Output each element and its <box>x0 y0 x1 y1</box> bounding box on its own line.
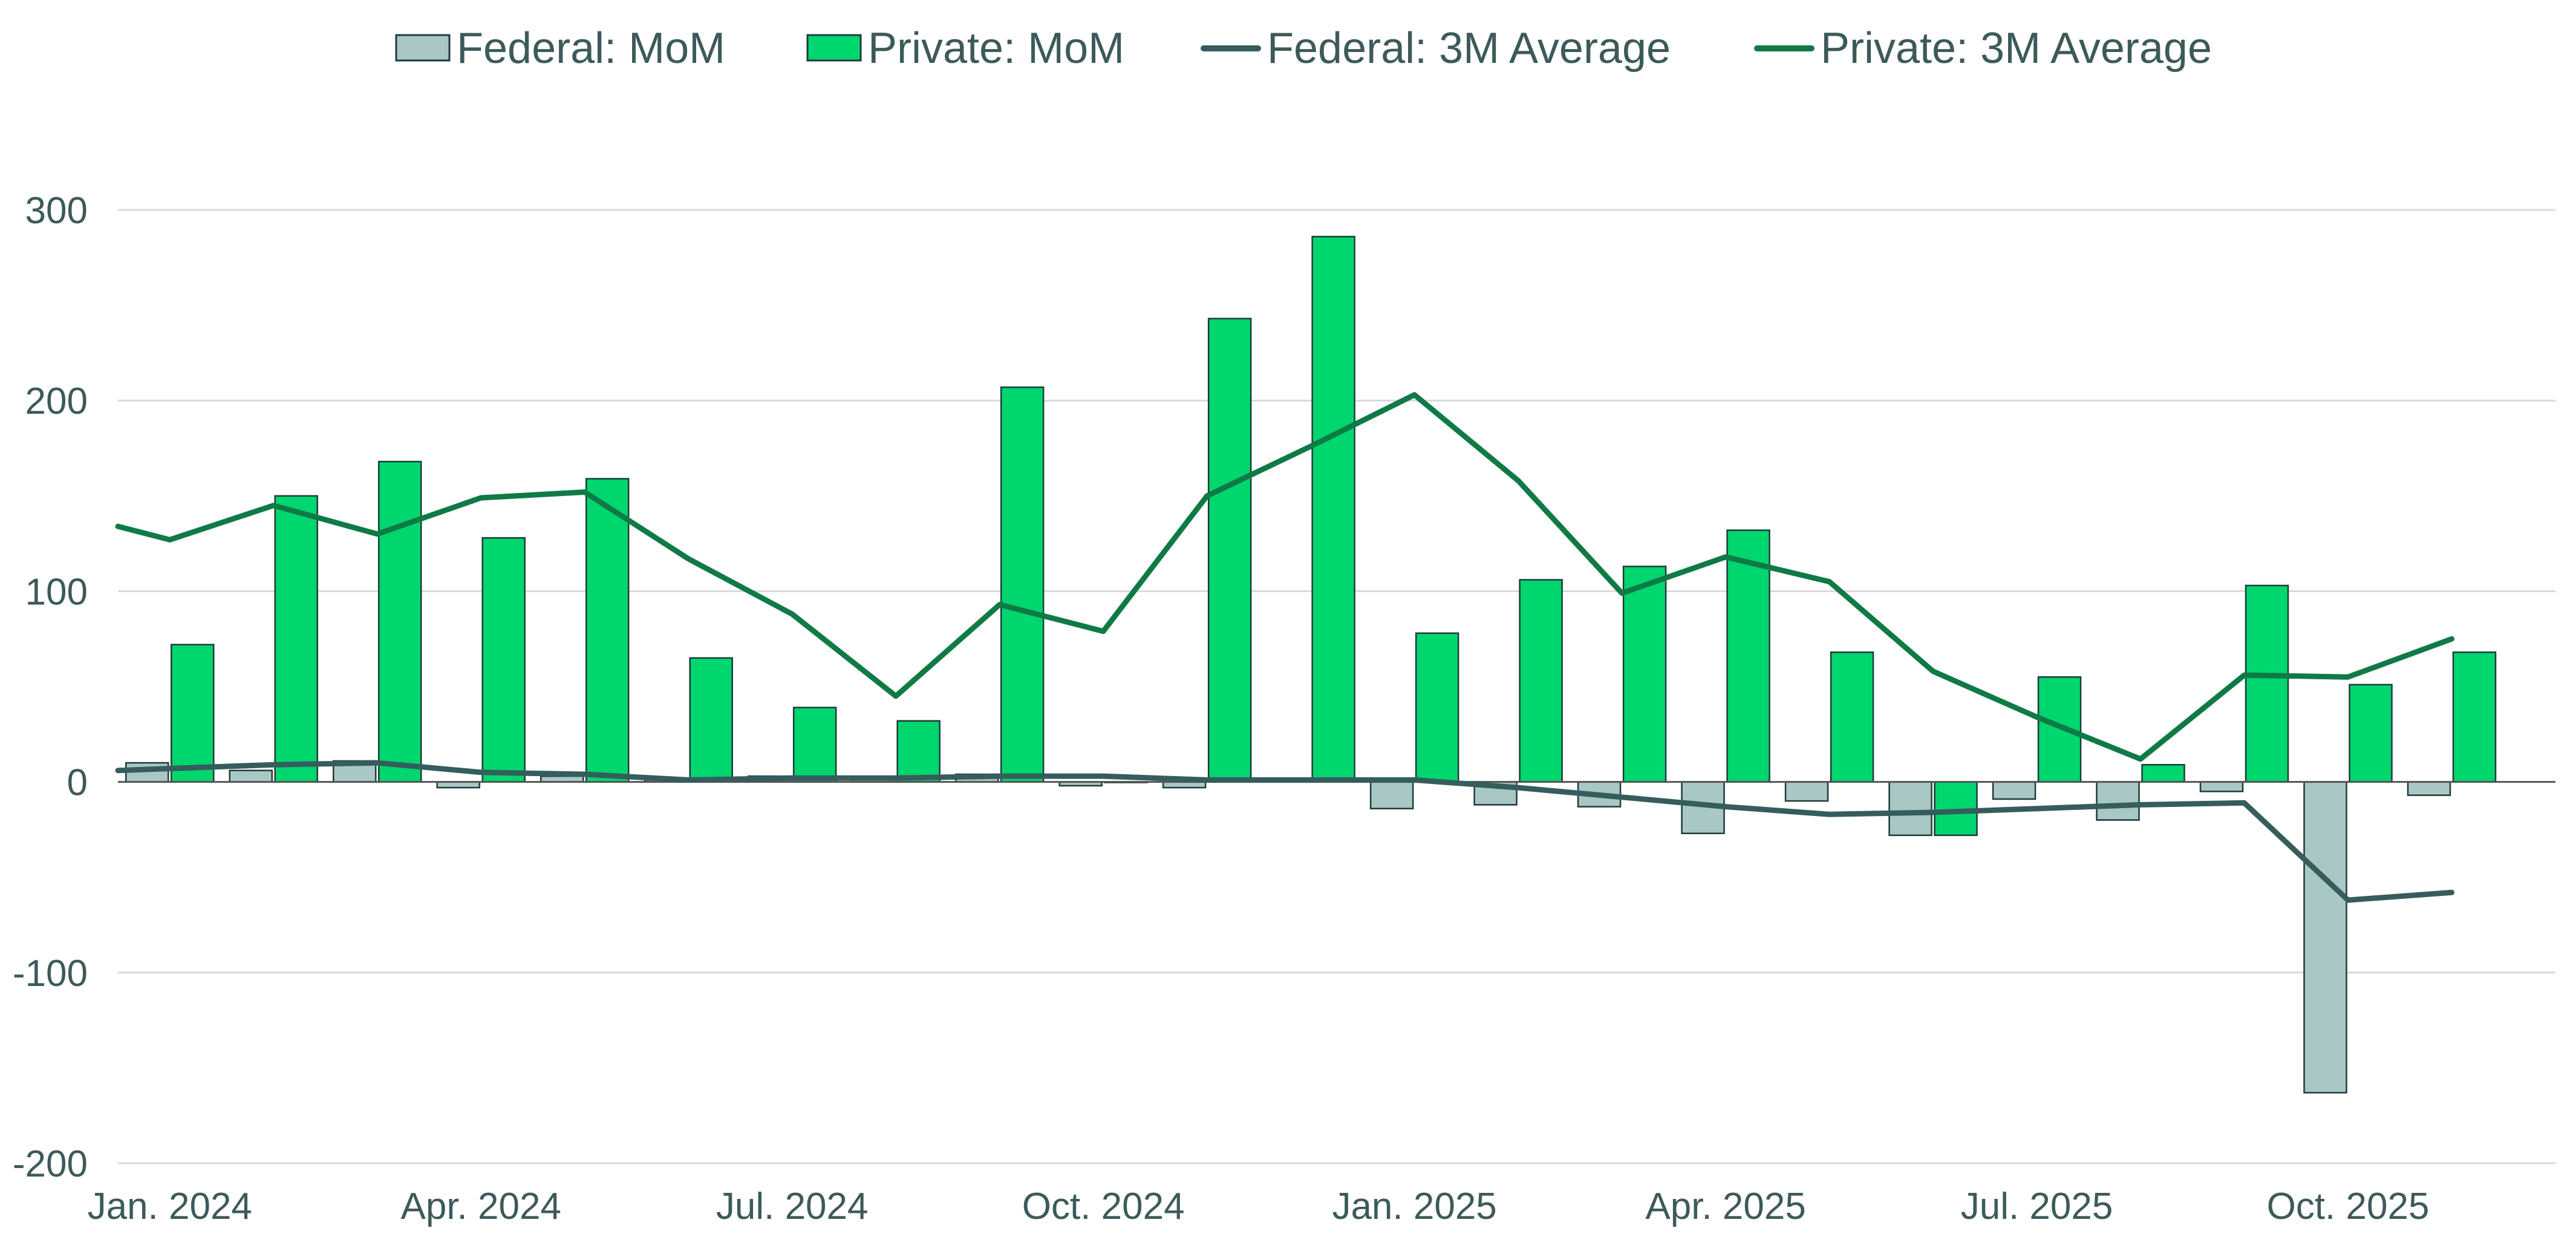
y-tick-label: 100 <box>25 571 88 613</box>
x-tick-label: Apr. 2024 <box>400 1186 561 1227</box>
y-tick-label: 0 <box>67 762 88 804</box>
bar-federal-mom <box>1369 781 1414 809</box>
legend-item-federal-mom: Federal: MoM <box>395 24 725 73</box>
bar-private-mom <box>1519 579 1563 783</box>
x-tick-label: Oct. 2024 <box>1022 1186 1185 1227</box>
bar-private-mom <box>170 644 215 783</box>
bar-federal-mom <box>2303 781 2347 1094</box>
bar-private-mom <box>1622 566 1667 783</box>
x-tick-label: Jan. 2025 <box>1332 1186 1496 1227</box>
legend-item-federal-3m-average: Federal: 3M Average <box>1201 24 1671 73</box>
line-federal-3m-average <box>115 760 2454 903</box>
bar-private-mom <box>2452 651 2497 783</box>
bar-private-mom <box>585 478 630 783</box>
bar-federal-mom <box>1888 781 1932 837</box>
bar-private-mom <box>1415 632 1459 783</box>
x-tick-label: Oct. 2025 <box>2267 1186 2430 1227</box>
bar-federal-mom <box>2407 781 2451 796</box>
x-tick-label: Jul. 2024 <box>716 1186 869 1227</box>
bar-private-mom <box>481 537 526 783</box>
legend-swatch <box>806 34 862 62</box>
y-tick-label: -200 <box>13 1143 88 1185</box>
x-axis-ticks: Jan. 2024 Apr. 2024 Jul. 2024 Oct. 2024 Jan.… <box>88 1186 2430 1227</box>
bar-private-mom <box>689 657 733 783</box>
bar-federal-mom <box>1784 781 1829 802</box>
bar-private-mom <box>1207 318 1252 783</box>
y-tick-label: -100 <box>13 953 88 994</box>
bar-private-mom <box>2349 684 2393 783</box>
legend-item-private-3m-average: Private: 3M Average <box>1754 24 2212 73</box>
x-tick-label: Jan. 2024 <box>88 1186 252 1227</box>
legend-label: Private: MoM <box>868 24 1124 73</box>
legend-item-private-mom: Private: MoM <box>806 24 1124 73</box>
bar-private-mom <box>2141 763 2185 783</box>
legend-swatch <box>395 34 451 62</box>
bar-private-mom <box>2245 584 2289 783</box>
bar-private-mom <box>377 460 422 783</box>
legend-label: Federal: 3M Average <box>1267 24 1671 73</box>
y-axis-ticks: 300 200 100 0 -100 -200 <box>13 190 88 1185</box>
legend-label: Federal: MoM <box>457 24 725 73</box>
bar-federal-mom <box>2199 781 2244 792</box>
bar-federal-mom <box>229 769 273 783</box>
bar-private-mom <box>1830 651 1874 783</box>
bar-private-mom <box>274 495 318 783</box>
x-tick-label: Apr. 2025 <box>1645 1186 1805 1227</box>
bar-federal-mom <box>1992 781 2036 800</box>
bar-private-mom <box>792 707 837 783</box>
bar-private-mom <box>1000 386 1045 783</box>
line-private-3m-average <box>115 392 2454 762</box>
bar-private-mom <box>1726 529 1770 783</box>
bar-federal-mom <box>2096 781 2140 821</box>
legend: Federal: MoM Private: MoM Federal: 3M Aver… <box>395 24 2212 73</box>
lines <box>115 392 2454 903</box>
bar-private-mom <box>896 720 941 783</box>
x-tick-label: Jul. 2025 <box>1961 1186 2113 1227</box>
bar-private-mom <box>1311 235 1355 783</box>
y-tick-label: 200 <box>25 380 88 422</box>
bars <box>125 235 2497 1094</box>
legend-label: Private: 3M Average <box>1821 24 2212 73</box>
y-tick-label: 300 <box>25 190 88 232</box>
